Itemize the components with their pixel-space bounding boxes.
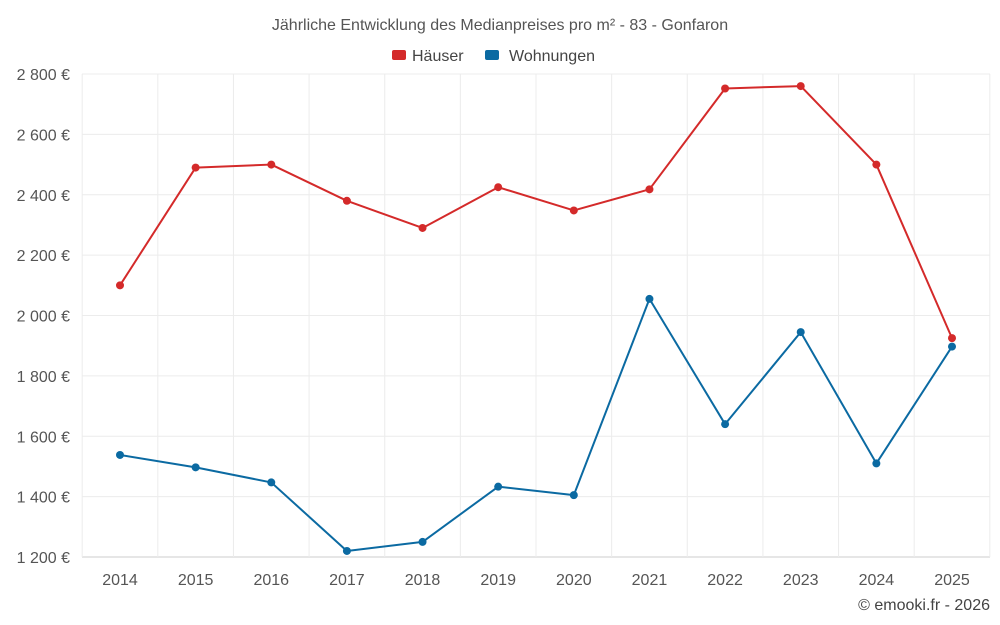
y-tick-label: 1 200 € (17, 550, 70, 567)
x-tick-label: 2023 (783, 572, 819, 589)
data-point[interactable] (796, 328, 805, 337)
data-point[interactable] (418, 537, 427, 546)
x-tick-label: 2015 (178, 572, 214, 589)
data-point[interactable] (948, 334, 956, 343)
data-point[interactable] (494, 183, 503, 192)
data-point[interactable] (872, 459, 881, 468)
y-tick-label: 2 000 € (17, 309, 70, 326)
data-point[interactable] (494, 482, 503, 491)
x-tick-label: 2025 (934, 572, 970, 589)
y-tick-label: 1 400 € (17, 490, 70, 507)
data-point[interactable] (267, 478, 276, 487)
data-point[interactable] (191, 463, 200, 472)
x-tick-label: 2024 (859, 572, 895, 589)
legend: Häuser Wohnungen (392, 48, 595, 65)
x-tick-label: 2021 (632, 572, 668, 589)
x-axis: 2014 2015 2016 2017 2018 2019 2020 2021 2022 2023… (102, 572, 970, 589)
series-line (119, 297, 953, 552)
data-point[interactable] (569, 206, 578, 215)
y-axis: 1 200 € 1 400 € 1 600 € 1 800 € 2 000 € 2 200… (17, 67, 70, 567)
legend-label[interactable]: Häuser (412, 48, 464, 65)
x-tick-label: 2014 (102, 572, 138, 589)
y-tick-label: 2 600 € (17, 127, 70, 144)
series-layer (116, 82, 956, 555)
chart-title: Jährliche Entwicklung des Medianpreises … (272, 17, 728, 34)
series-wohnungen (116, 294, 956, 555)
legend-label[interactable]: Wohnungen (509, 48, 595, 65)
legend-swatch (392, 50, 406, 60)
y-tick-label: 2 200 € (17, 248, 70, 265)
data-point[interactable] (872, 160, 881, 169)
data-point[interactable] (721, 420, 730, 429)
data-point[interactable] (267, 160, 276, 169)
x-tick-label: 2018 (405, 572, 441, 589)
data-point[interactable] (796, 82, 805, 91)
data-point[interactable] (645, 294, 654, 303)
data-point[interactable] (645, 185, 654, 194)
x-tick-label: 2020 (556, 572, 592, 589)
data-point[interactable] (342, 546, 351, 555)
data-point[interactable] (116, 450, 124, 459)
x-tick-label: 2019 (480, 572, 516, 589)
data-point[interactable] (721, 84, 730, 93)
data-point[interactable] (948, 342, 956, 351)
data-point[interactable] (418, 223, 427, 232)
series-line (119, 85, 953, 339)
grid (81, 73, 991, 558)
credit-text: © emooki.fr - 2026 (858, 597, 990, 614)
data-point[interactable] (191, 163, 200, 172)
data-point[interactable] (569, 491, 578, 500)
legend-swatch (485, 50, 499, 60)
data-point[interactable] (116, 281, 124, 290)
y-tick-label: 2 800 € (17, 67, 70, 84)
data-point[interactable] (342, 196, 351, 205)
series-haeuser (116, 82, 956, 343)
x-tick-label: 2017 (329, 572, 365, 589)
x-tick-label: 2016 (253, 572, 289, 589)
x-tick-label: 2022 (707, 572, 743, 589)
y-tick-label: 1 600 € (17, 429, 70, 446)
y-tick-label: 1 800 € (17, 369, 70, 386)
y-tick-label: 2 400 € (17, 188, 70, 205)
